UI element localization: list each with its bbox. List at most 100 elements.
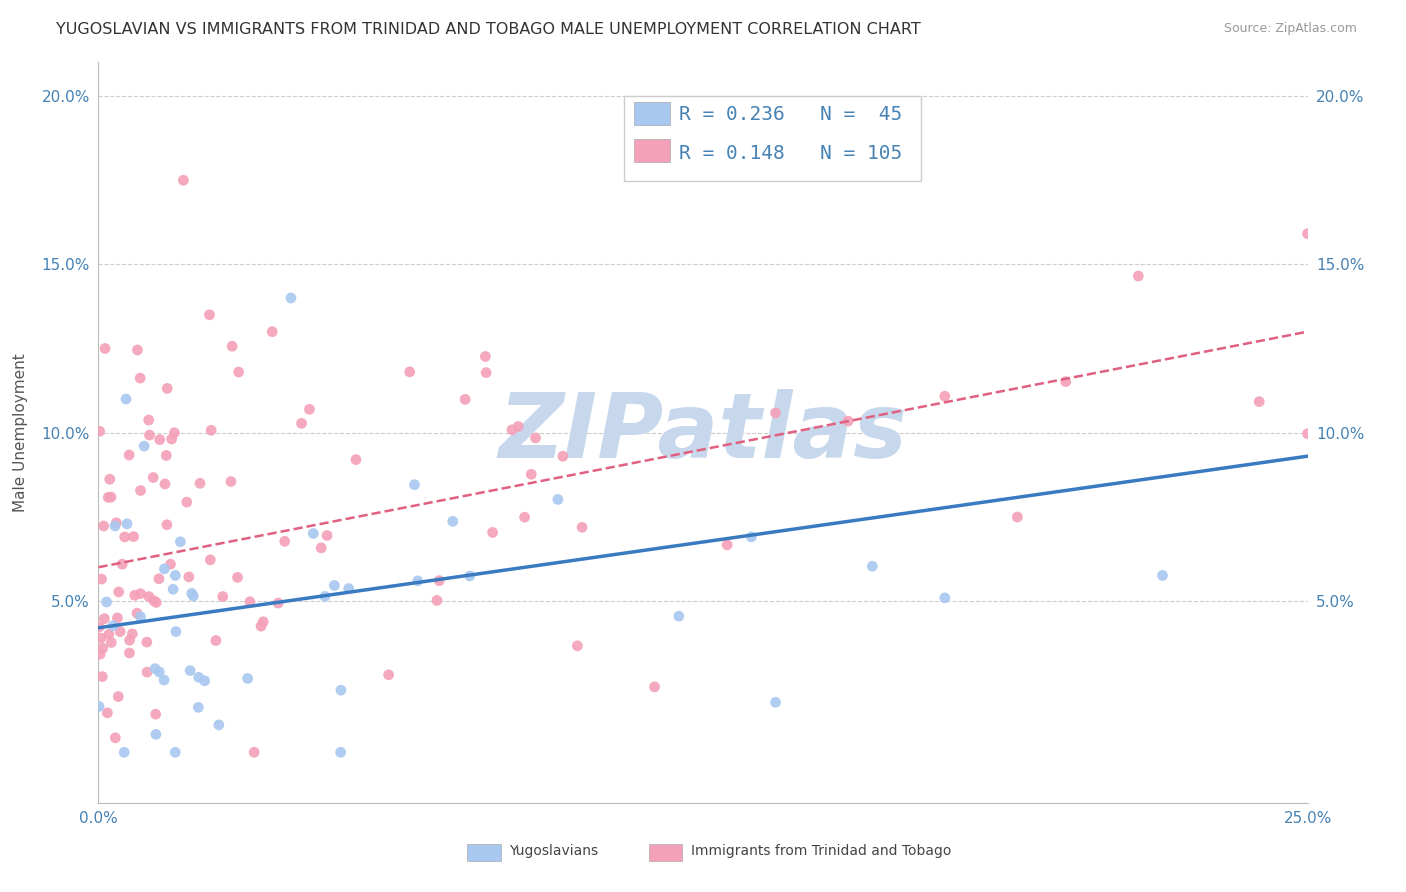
Point [89, 620, 111, 634]
FancyBboxPatch shape [634, 102, 671, 126]
Point [143, 662, 166, 676]
Point [179, 664, 201, 678]
Point [187, 670, 209, 684]
Point [145, 727, 167, 741]
Point [337, 582, 360, 596]
Point [89, 647, 111, 661]
Point [668, 609, 690, 624]
Point [329, 683, 352, 698]
Point [104, 731, 127, 745]
Point [1007, 510, 1029, 524]
Y-axis label: Male Unemployment: Male Unemployment [13, 353, 28, 512]
Point [162, 582, 184, 597]
Point [228, 365, 250, 379]
Point [91, 670, 114, 684]
Point [153, 562, 176, 576]
Point [236, 672, 259, 686]
Text: R = 0.148   N = 105: R = 0.148 N = 105 [679, 144, 903, 163]
FancyBboxPatch shape [634, 138, 671, 162]
Point [105, 516, 128, 530]
Point [250, 619, 273, 633]
Point [172, 173, 194, 187]
Point [501, 423, 523, 437]
Point [329, 745, 352, 759]
Point [156, 381, 179, 395]
Point [148, 572, 170, 586]
Text: Yugoslavians: Yugoslavians [509, 844, 599, 858]
Point [309, 541, 332, 555]
Point [100, 490, 122, 504]
Point [200, 423, 222, 437]
Point [458, 569, 481, 583]
Point [127, 343, 149, 357]
Point [90, 631, 112, 645]
Point [148, 665, 170, 679]
Text: R = 0.236   N =  45: R = 0.236 N = 45 [679, 105, 903, 124]
Point [187, 700, 209, 714]
Point [129, 587, 152, 601]
Point [406, 574, 429, 588]
Point [97, 627, 120, 641]
Point [252, 615, 274, 629]
Text: YUGOSLAVIAN VS IMMIGRANTS FROM TRINIDAD AND TOBAGO MALE UNEMPLOYMENT CORRELATION: YUGOSLAVIAN VS IMMIGRANTS FROM TRINIDAD … [56, 22, 921, 37]
Point [129, 609, 152, 624]
Point [404, 477, 426, 491]
Point [176, 495, 198, 509]
Point [89, 425, 111, 439]
Point [323, 578, 346, 592]
Point [115, 516, 138, 531]
Point [219, 475, 242, 489]
Point [138, 590, 160, 604]
Point [860, 559, 883, 574]
Point [567, 639, 589, 653]
Point [644, 680, 666, 694]
Point [314, 590, 336, 604]
Point [716, 538, 738, 552]
Point [262, 325, 284, 339]
Point [475, 366, 498, 380]
Point [513, 510, 536, 524]
Point [108, 624, 131, 639]
Point [87, 699, 110, 714]
Point [96, 595, 118, 609]
Point [239, 595, 262, 609]
Point [427, 574, 450, 588]
Point [547, 492, 569, 507]
FancyBboxPatch shape [648, 844, 682, 861]
Point [426, 593, 449, 607]
Point [205, 633, 228, 648]
Point [377, 667, 399, 681]
Point [200, 553, 222, 567]
Point [107, 585, 129, 599]
Point [125, 606, 148, 620]
FancyBboxPatch shape [624, 95, 921, 181]
Point [524, 431, 547, 445]
Point [454, 392, 477, 407]
Point [160, 432, 183, 446]
Point [153, 477, 176, 491]
Point [112, 745, 135, 759]
Point [165, 745, 187, 759]
Point [156, 517, 179, 532]
Point [183, 589, 205, 603]
Point [124, 588, 146, 602]
Point [93, 612, 115, 626]
Point [93, 519, 115, 533]
Point [129, 371, 152, 385]
Point [508, 419, 530, 434]
Point [398, 365, 420, 379]
Point [474, 350, 496, 364]
Point [194, 673, 217, 688]
Point [142, 594, 165, 608]
Point [122, 530, 145, 544]
Point [267, 596, 290, 610]
Point [98, 472, 121, 486]
Point [118, 633, 141, 648]
Point [1128, 268, 1150, 283]
Point [302, 526, 325, 541]
Point [571, 520, 593, 534]
Point [149, 433, 172, 447]
Point [101, 618, 124, 632]
Point [96, 706, 118, 720]
Point [290, 417, 312, 431]
